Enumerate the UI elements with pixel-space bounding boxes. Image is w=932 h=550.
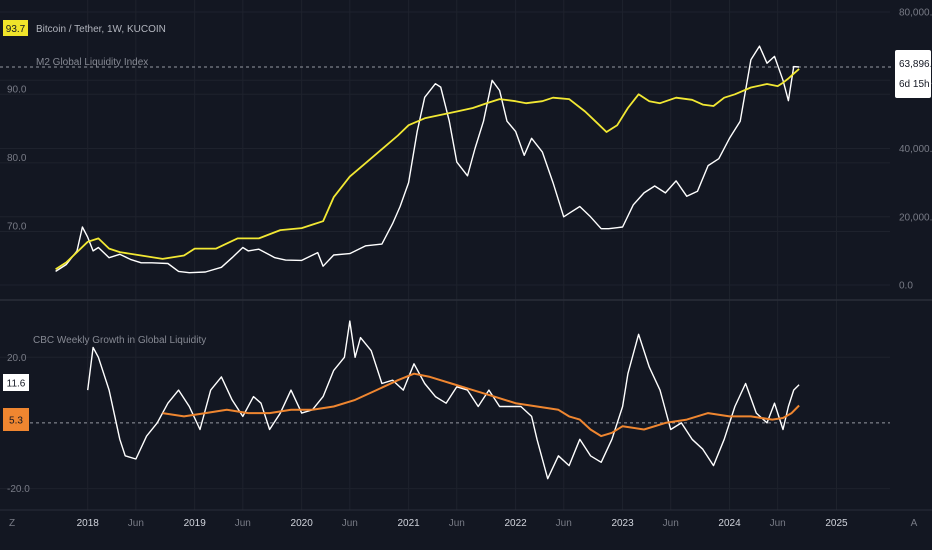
time-axis-tick-label: Jun	[663, 518, 679, 529]
m2-value-badge	[3, 20, 28, 36]
left-axis-tick-label: 70.0	[7, 221, 27, 232]
time-axis-tick-label: Jun	[235, 518, 251, 529]
symbol-title[interactable]: Bitcoin / Tether, 1W, KUCOIN	[36, 24, 166, 35]
time-axis-tick-label: 2018	[77, 518, 100, 529]
lower-pane-axis[interactable]: 20.0 -20.0	[7, 353, 30, 495]
right-axis-tick-label: 20,000.0	[899, 212, 932, 223]
time-axis-tick-label: Jun	[342, 518, 358, 529]
growth-ma-value-badge-text: 5.3	[9, 416, 23, 427]
upper-pane-series[interactable]	[55, 45, 800, 274]
time-axis-tick-label: 2024	[718, 518, 741, 529]
left-axis-tick-label: 80.0	[7, 153, 27, 164]
left-axis-tick-label: 90.0	[7, 84, 27, 95]
btc-price-series[interactable]	[55, 45, 800, 274]
right-axis-tick-label: 0.0	[899, 281, 913, 292]
time-axis-tick-label: 2022	[504, 518, 527, 529]
time-axis-tick-label: Jun	[556, 518, 572, 529]
lower-pane-series[interactable]	[87, 320, 800, 480]
growth-ma-series[interactable]	[162, 372, 800, 438]
left-price-axis[interactable]: 70.0 80.0 90.0	[7, 84, 27, 232]
m2-indicator-label[interactable]: M2 Global Liquidity Index	[36, 57, 148, 68]
lower-pane-grid	[0, 356, 890, 490]
right-axis-tick-label: 80,000.0	[899, 8, 932, 19]
upper-pane-grid	[0, 11, 890, 286]
growth-ma-value-badge	[3, 408, 29, 431]
m2-liquidity-series[interactable]	[55, 68, 800, 270]
last-price-badge: 63,896.3 6d 15h	[895, 50, 932, 98]
time-axis-tick-label: 2019	[184, 518, 207, 529]
growth-value-badge-text: 11.6	[7, 379, 26, 390]
last-price-text: 63,896.3	[899, 59, 932, 70]
time-axis-tick-label: Jun	[128, 518, 144, 529]
right-corner-label[interactable]: A	[911, 518, 918, 529]
time-axis-tick-label: 2025	[825, 518, 848, 529]
bar-countdown-text: 6d 15h	[899, 79, 930, 90]
lower-axis-tick-label: -20.0	[7, 484, 30, 495]
growth-value-badge	[3, 374, 29, 391]
lower-axis-tick-label: 20.0	[7, 353, 27, 364]
time-axis-tick-label: 2020	[291, 518, 314, 529]
time-axis-tick-label: 2023	[611, 518, 634, 529]
left-corner-label[interactable]: Z	[9, 518, 15, 529]
growth-indicator-label[interactable]: CBC Weekly Growth in Global Liquidity	[33, 335, 206, 346]
growth-series[interactable]	[87, 320, 800, 480]
time-axis[interactable]: 2018 Jun 2019 Jun 2020 Jun 2021 Jun 2022 Jun 2023 J…	[77, 518, 848, 529]
time-axis-tick-label: Jun	[449, 518, 465, 529]
time-axis-tick-label: 2021	[398, 518, 421, 529]
m2-value-badge-text: 93.7	[6, 24, 26, 35]
time-axis-tick-label: Jun	[770, 518, 786, 529]
right-axis-tick-label: 40,000.0	[899, 144, 932, 155]
